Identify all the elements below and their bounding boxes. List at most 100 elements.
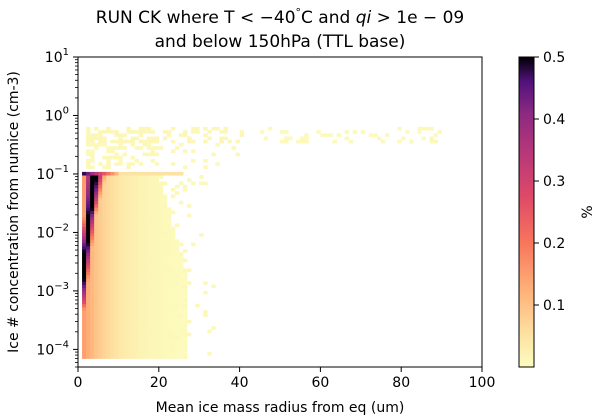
heatmap-cell [98,326,103,330]
heatmap-cell [154,297,160,301]
heatmap-cell [130,200,135,205]
heatmap-cell [158,284,164,289]
heatmap-cell [126,213,131,218]
heatmap-cell [162,210,168,215]
heatmap-cell [187,319,192,324]
heatmap-cell [110,130,115,134]
heatmap-cell [138,171,144,176]
heatmap-cell [86,316,91,321]
heatmap-cell [82,342,87,346]
heatmap-cell [158,197,164,202]
heatmap-cell [158,290,164,295]
heatmap-cell [82,226,87,231]
heatmap-cell [94,329,99,334]
heatmap-cell [166,245,172,250]
heatmap-cell [98,294,103,298]
y-axis-label: Ice # concentration from numice (cm-3) [6,71,22,353]
heatmap-cell [82,278,87,282]
heatmap-cell [82,207,87,211]
y-tick-label: 10−4 [36,339,69,358]
heatmap-cell [179,323,184,327]
heatmap-cell [94,303,99,308]
heatmap-cell [86,239,91,244]
heatmap-cell [114,261,119,266]
heatmap-cell [102,191,107,195]
heatmap-cell [142,233,148,237]
heatmap-cell [174,310,180,314]
heatmap-cell [158,216,164,221]
heatmap-cell [110,155,115,160]
heatmap-cell [82,220,87,224]
heatmap-cell [118,200,123,205]
heatmap-cell [86,255,91,260]
heatmap-cell [352,130,358,134]
heatmap-cell [154,300,160,305]
heatmap-cell [122,313,127,318]
heatmap-cell [142,200,148,205]
heatmap-cell [90,297,95,301]
heatmap-cell [183,274,188,279]
heatmap-cell [142,204,148,208]
heatmap-cell [114,287,119,292]
heatmap-cell [162,290,168,295]
heatmap-cell [98,255,103,260]
heatmap-cell [158,184,164,189]
heatmap-cell [118,233,123,237]
heatmap-cell [126,348,131,353]
colorbar: 0.10.20.30.40.5 % [518,50,596,368]
heatmap-cell [170,255,176,260]
heatmap-cell [82,229,87,234]
heatmap-cell [86,233,91,237]
heatmap-cell [183,187,188,192]
heatmap-cell [158,220,164,224]
heatmap-cell [179,200,184,205]
heatmap-cell [162,213,168,218]
heatmap-cell [162,348,168,353]
heatmap-cell [86,245,91,250]
heatmap-cell [102,242,107,247]
heatmap-cell [90,171,95,176]
heatmap-cell [122,352,127,356]
heatmap-cell [174,323,180,327]
heatmap-cell [138,229,144,234]
heatmap-cell [207,130,212,134]
heatmap-cell [146,213,152,218]
heatmap-cell [170,316,176,321]
heatmap-cell [162,355,168,359]
heatmap-cell [106,271,111,276]
heatmap-cell [122,171,127,176]
heatmap-cell [106,316,111,321]
heatmap-cell [142,323,148,327]
heatmap-cell [82,252,87,256]
heatmap-cell [98,162,103,166]
heatmap-cell [142,245,148,250]
heatmap-cell [130,335,135,340]
heatmap-cell [86,242,91,247]
heatmap-cell [296,139,301,144]
heatmap-cell [122,274,127,279]
heatmap-cell [146,175,152,179]
heatmap-cell [110,178,115,182]
heatmap-cell [110,290,115,295]
heatmap-cell [94,223,99,227]
heatmap-cell [106,223,111,227]
heatmap-cell [122,178,127,182]
heatmap-cell [328,133,333,137]
heatmap-cell [94,242,99,247]
heatmap-cell [183,306,188,311]
heatmap-cell [86,187,91,192]
heatmap-cell [90,152,95,157]
heatmap-cell [170,268,176,273]
heatmap-cell [170,261,176,266]
heatmap-cell [114,265,119,269]
heatmap-cell [102,258,107,263]
heatmap-cell [86,236,91,240]
heatmap-cell [138,329,144,334]
heatmap-cell [126,342,131,346]
heatmap-cell [122,310,127,314]
heatmap-cell [158,204,164,208]
heatmap-cell [179,306,184,311]
heatmap-cell [134,213,139,218]
heatmap-cell [154,255,160,260]
heatmap-cell [110,313,115,318]
